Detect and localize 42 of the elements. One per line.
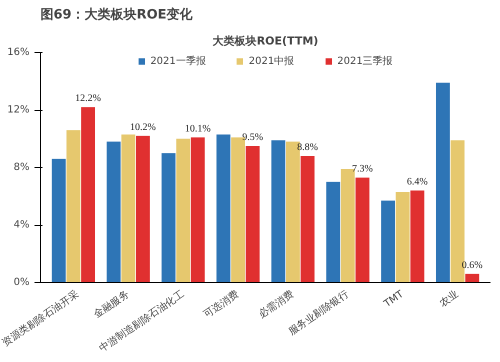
data-label: 10.2%	[130, 122, 156, 133]
data-label: 10.1%	[184, 123, 211, 134]
bar	[176, 138, 190, 282]
bar	[465, 274, 480, 282]
bar	[81, 107, 96, 282]
bar	[190, 137, 205, 282]
y-tick-label: 0%	[14, 277, 30, 288]
bar	[66, 130, 80, 282]
bar	[410, 190, 424, 282]
bar	[356, 178, 370, 282]
x-tick-label: TMT	[382, 288, 407, 310]
bar	[396, 192, 410, 282]
chart-subtitle: 大类板块ROE(TTM)	[212, 34, 318, 48]
bar	[381, 200, 396, 282]
x-tick-label: 可选消费	[201, 288, 242, 321]
y-tick-label: 12%	[7, 104, 30, 116]
data-label: 12.2%	[75, 93, 101, 104]
legend-label: 2021一季报	[150, 54, 206, 68]
bar	[106, 142, 121, 282]
data-label: 7.3%	[352, 164, 373, 175]
x-tick-label: 农业	[437, 288, 461, 310]
bar	[271, 140, 286, 282]
bar	[121, 134, 136, 282]
bar	[436, 82, 450, 282]
bar	[162, 153, 176, 282]
bar	[300, 156, 315, 282]
bar	[136, 136, 150, 282]
bar	[246, 146, 260, 282]
y-tick-label: 4%	[14, 220, 30, 230]
x-tick-label: 金融服务	[92, 288, 132, 321]
y-tick-label: 8%	[14, 162, 30, 173]
x-tick-label: 必需消费	[256, 288, 296, 321]
bar	[326, 182, 340, 282]
data-label: 9.5%	[242, 132, 264, 143]
x-tick-label: 资源类剔除石油开采	[0, 288, 81, 349]
y-tick-label: 16%	[7, 47, 30, 58]
bar	[216, 134, 230, 282]
legend-label: 2021中报	[248, 54, 294, 68]
legend-label: 2021三季报	[337, 54, 393, 68]
chart-title: 图69：大类板块ROE变化	[40, 6, 194, 22]
data-label: 6.4%	[406, 176, 428, 188]
bar	[52, 158, 66, 282]
